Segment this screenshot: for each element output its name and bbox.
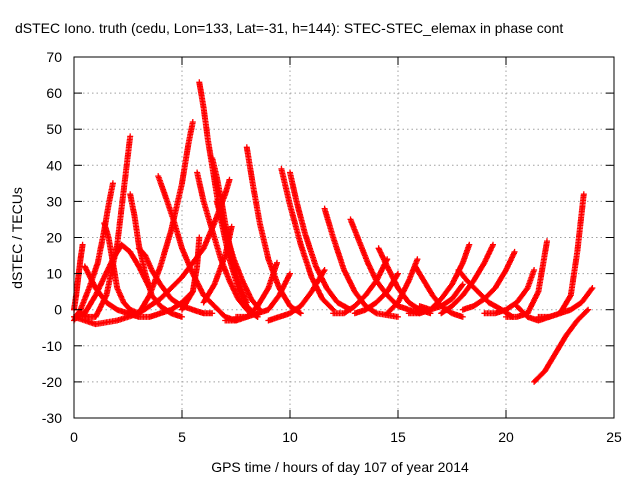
series-17 [200,223,235,306]
series-markers [101,220,142,317]
y-tick-label: -30 [42,410,62,426]
series-markers [233,270,293,320]
y-tick-label: -20 [42,374,62,390]
series-markers [135,119,196,317]
series-20 [233,270,293,320]
series-markers [321,205,401,320]
series-markers [535,191,587,320]
grid [74,57,614,418]
series-35 [459,248,518,313]
series-6 [101,220,142,317]
series-markers [179,234,203,313]
series-11 [135,119,196,317]
y-axis-title: dSTEC / TECUs [9,187,25,289]
y-tick-label: 20 [46,230,62,246]
series-markers [330,256,391,317]
series-40 [557,285,596,317]
series-markers [351,270,401,317]
series-22 [287,169,354,313]
series-41 [531,306,592,385]
series-markers [287,169,354,313]
series-19 [243,144,304,317]
series-markers [200,223,235,306]
series-23 [265,267,328,324]
series-36 [481,267,538,317]
data-layer [71,79,596,385]
series-markers [438,241,496,317]
y-tick-label: 60 [46,85,62,101]
x-tick-label: 15 [390,429,406,445]
y-tick-label: 10 [46,266,62,282]
y-tick-label: 40 [46,157,62,173]
series-39 [535,191,587,320]
series-26 [330,256,391,317]
series-28 [351,270,401,317]
y-tick-label: 0 [54,302,62,318]
series-33 [438,241,496,317]
series-14 [194,169,261,320]
axes: 0 5 10 15 20 25 -30 -20 -10 0 10 20 30 40 50 60 70 [42,49,622,445]
x-tick-label: 0 [70,429,78,445]
x-tick-label: 20 [498,429,514,445]
y-tick-label: 70 [46,49,62,65]
series-markers [265,267,328,324]
series-markers [531,306,592,385]
y-tick-label: 30 [46,193,62,209]
series-markers [459,248,518,313]
series-12 [179,234,203,313]
x-axis-title: GPS time / hours of day 107 of year 2014 [211,459,469,475]
series-32 [416,281,466,313]
x-tick-label: 5 [178,429,186,445]
series-24 [321,205,401,320]
series-markers [243,144,304,317]
series-markers [71,176,233,328]
series-markers [481,267,538,317]
y-tick-label: -10 [42,338,62,354]
x-tick-label: 25 [606,429,622,445]
series-4 [75,133,134,320]
chart-title: dSTEC Iono. truth (cedu, Lon=133, Lat=-3… [15,20,563,36]
x-tick-label: 10 [282,429,298,445]
y-tick-label: 50 [46,121,62,137]
series-markers [75,133,134,320]
series-markers [416,281,466,313]
series-markers [194,169,261,320]
series-markers [557,285,596,317]
series-7 [71,176,233,328]
